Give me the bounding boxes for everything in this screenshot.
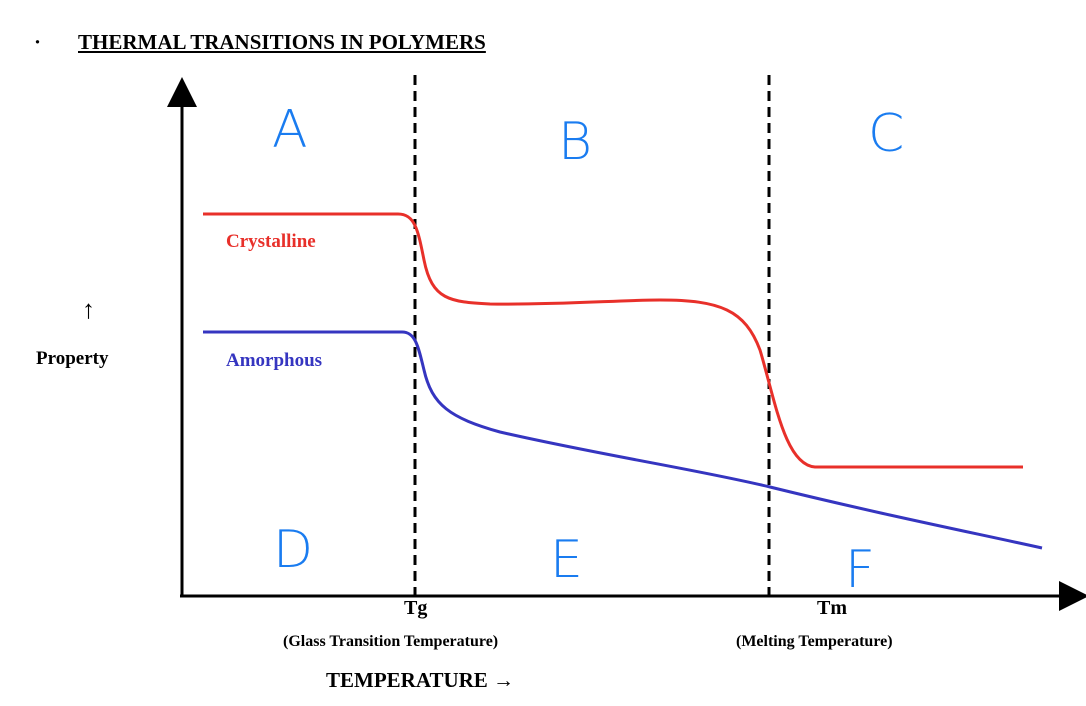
- amorphous-curve: [203, 330, 1043, 550]
- tm-description: (Melting Temperature): [736, 633, 893, 650]
- region-label-b: B: [558, 112, 593, 172]
- amorphous-label: Amorphous: [226, 350, 323, 371]
- tm-label: Tm: [817, 597, 847, 619]
- crystalline-label: Crystalline: [226, 231, 316, 252]
- y-axis-label: Property: [36, 348, 109, 369]
- region-label-d: D: [273, 520, 314, 580]
- tg-label: Tg: [404, 597, 428, 619]
- region-label-e: E: [550, 530, 583, 590]
- diagram-title: THERMAL TRANSITIONS IN POLYMERS: [78, 30, 486, 54]
- bullet: ·: [34, 30, 42, 54]
- region-label-c: C: [868, 104, 905, 164]
- crystalline-curve: [203, 212, 1023, 469]
- tg-description: (Glass Transition Temperature): [283, 633, 499, 650]
- x-axis-label: TEMPERATURE →: [326, 668, 515, 692]
- up-arrow-icon: ↑: [82, 295, 95, 324]
- region-label-f: F: [845, 540, 875, 600]
- region-label-a: A: [272, 100, 308, 160]
